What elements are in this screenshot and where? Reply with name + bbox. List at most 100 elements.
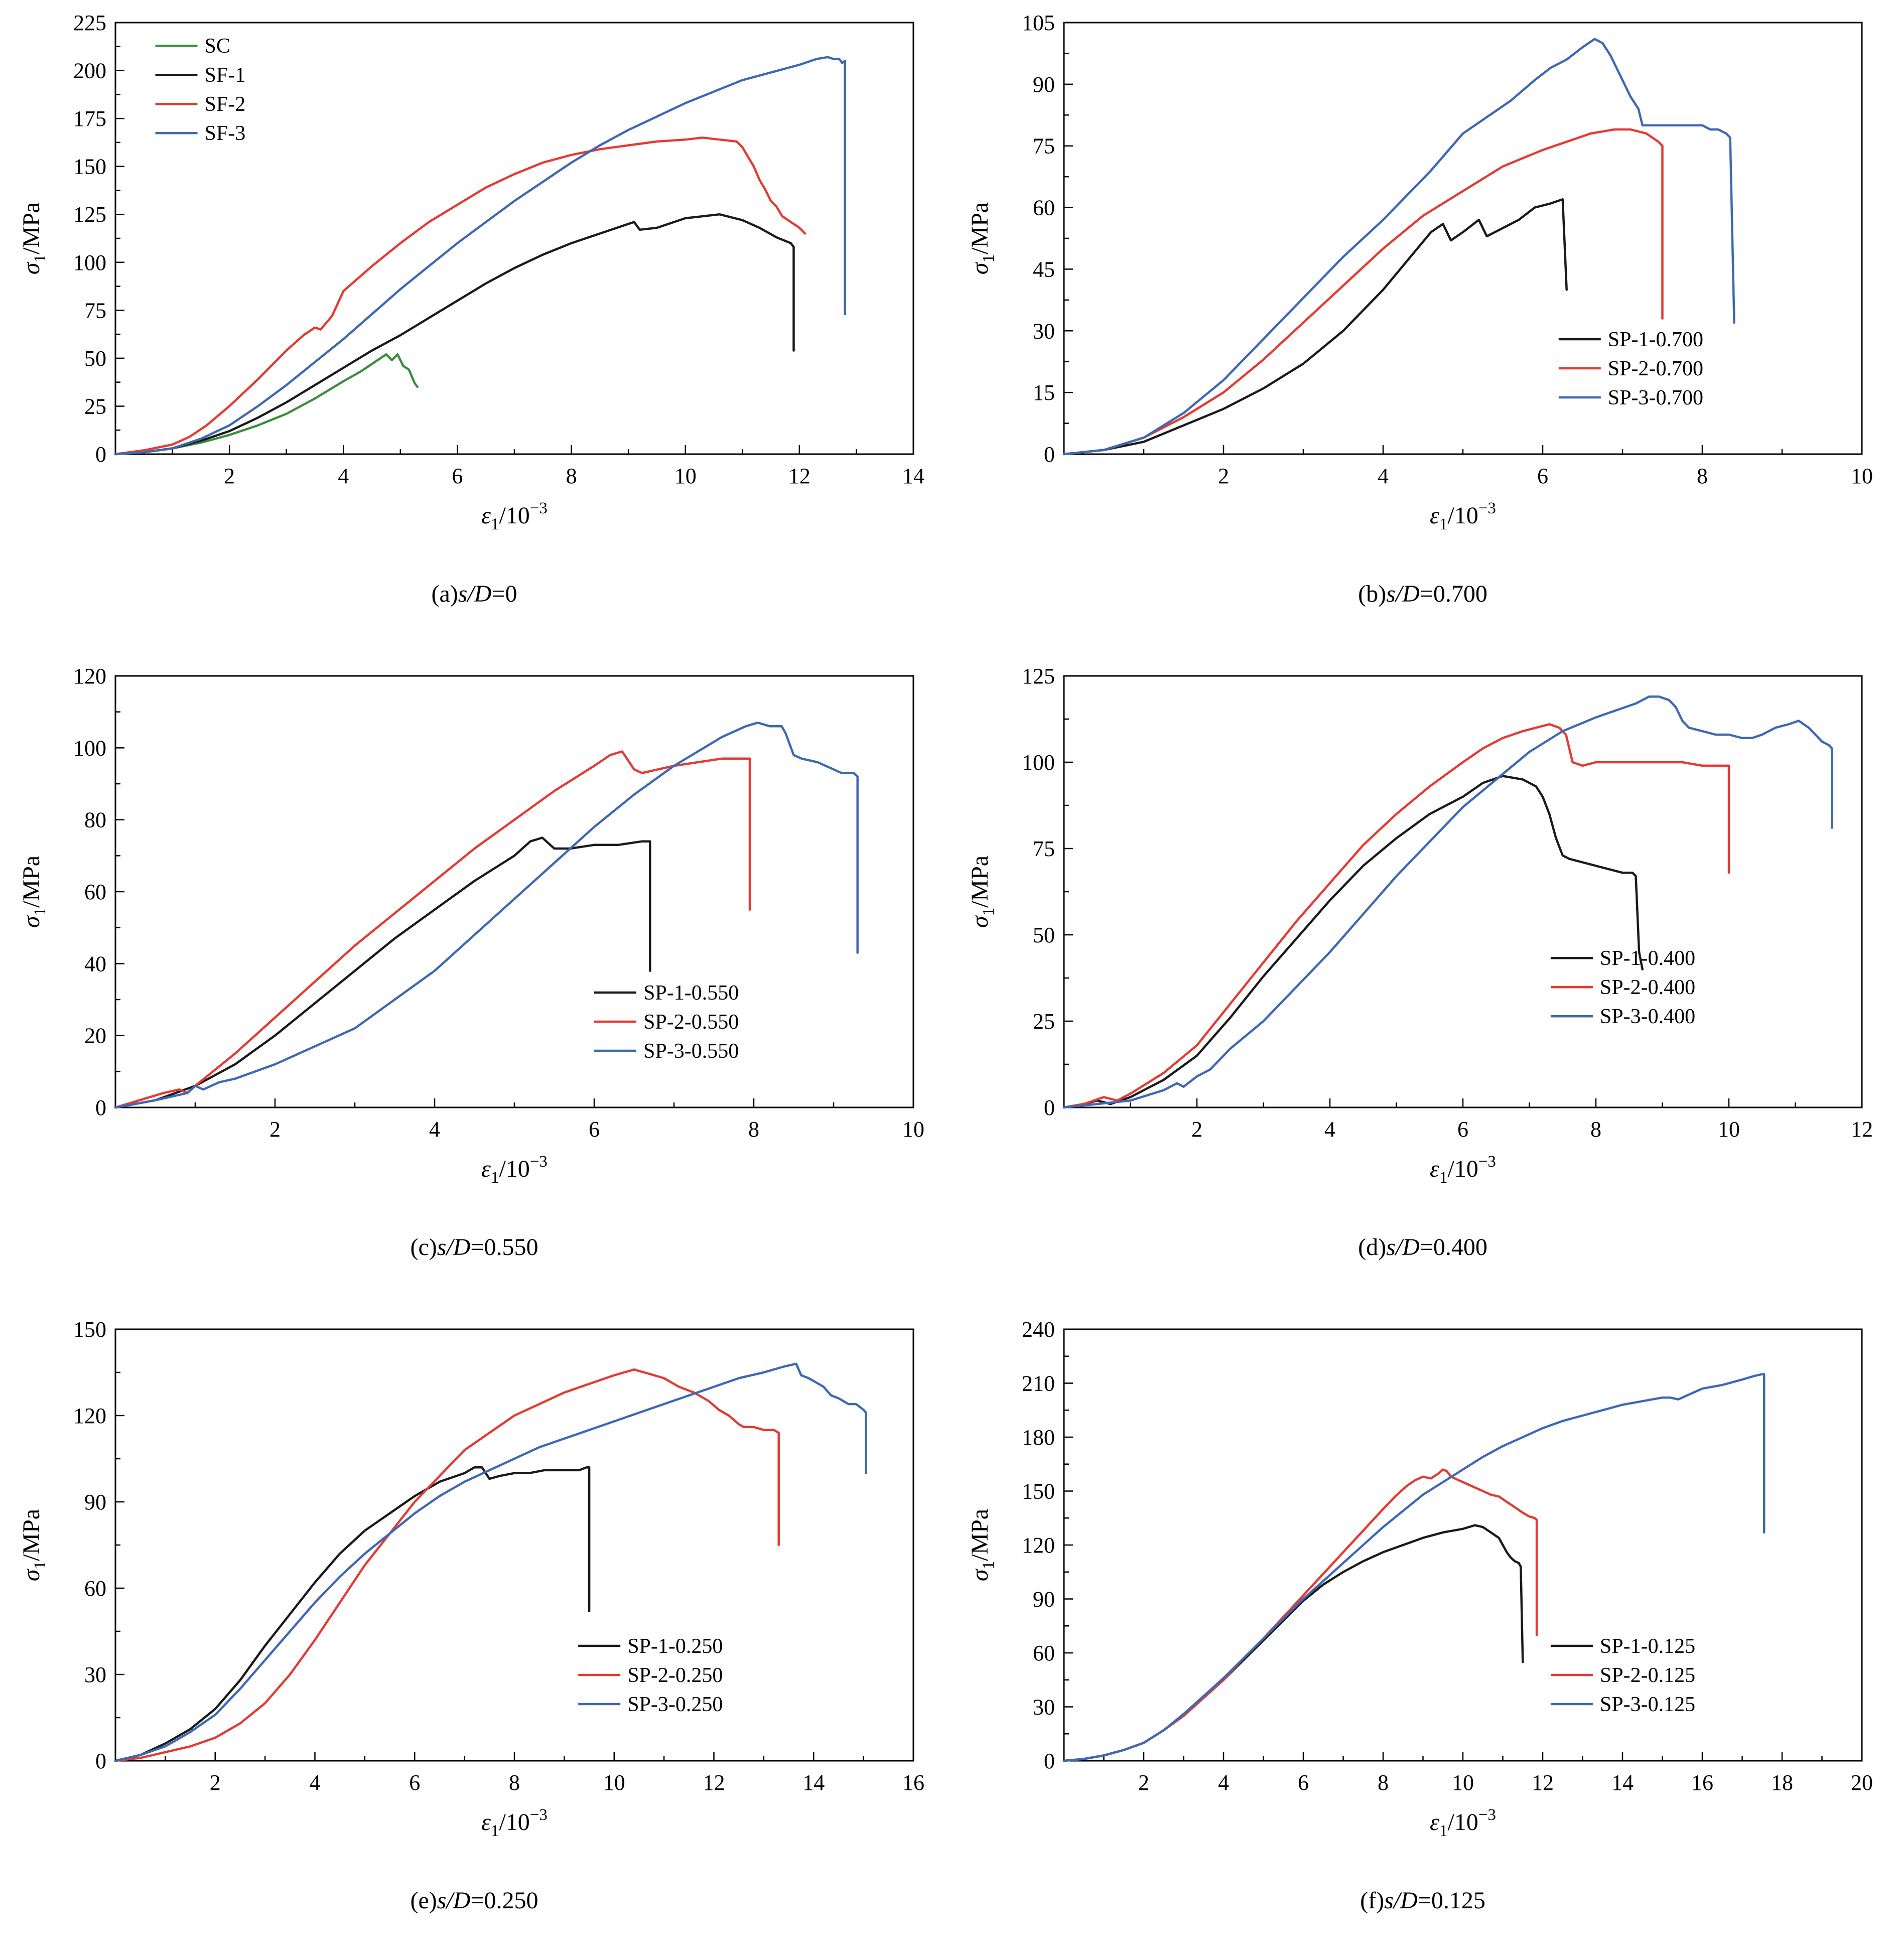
chart-canvas-a: 2 4 6 8 10 12 14 0 25 50 75 100 125 150 175 200 225 ε1/10… <box>0 0 949 577</box>
svg-text:45: 45 <box>1033 257 1055 282</box>
subplot-b: 2 4 6 8 10 0 15 30 45 60 75 90 105 ε1/10−3 σ1/MPa SP-1-… <box>949 0 1897 653</box>
series-group <box>1062 38 1735 456</box>
plot-frame <box>1063 22 1863 455</box>
subplot-d: 2 4 6 8 10 12 0 25 50 75 100 125 ε1/10−3 σ1/MPa SP-1-0… <box>949 653 1897 1307</box>
svg-text:20: 20 <box>1851 1770 1873 1795</box>
legend-label-SP-3-0.125: SP-3-0.125 <box>1600 1693 1695 1716</box>
svg-text:12: 12 <box>788 464 810 488</box>
axis-ticks <box>115 675 914 1108</box>
caption-value: =0.250 <box>470 1887 538 1914</box>
chart-canvas-f: 2 4 6 8 10 12 14 16 18 20 0 30 60 90 120 150 180 210 240 ε1… <box>949 1307 1897 1884</box>
legend: SP-1-0.550 SP-2-0.550 SP-3-0.550 <box>594 982 739 1063</box>
series-group <box>1062 695 1833 1109</box>
legend: SP-1-0.125 SP-2-0.125 SP-3-0.125 <box>1550 1635 1695 1716</box>
svg-text:12: 12 <box>703 1770 725 1795</box>
svg-text:4: 4 <box>1378 464 1389 488</box>
plot-frame <box>1063 1328 1863 1762</box>
legend-label-SF-2: SF-2 <box>205 93 246 116</box>
svg-text:120: 120 <box>1022 1533 1055 1558</box>
svg-text:0: 0 <box>1044 442 1055 467</box>
svg-text:30: 30 <box>1033 1695 1055 1720</box>
series-line-SF-3 <box>114 56 846 456</box>
svg-text:14: 14 <box>902 464 924 488</box>
series-line-SP-1-0.400 <box>1062 775 1644 1109</box>
svg-text:2: 2 <box>1138 1770 1149 1795</box>
chart-svg-e: 2 4 6 8 10 12 14 16 0 30 60 90 120 150 ε1/10−3 σ1/MPa SP… <box>18 1317 924 1840</box>
svg-text:105: 105 <box>1022 11 1055 35</box>
legend-label-SP-1-0.550: SP-1-0.550 <box>643 982 739 1005</box>
series-line-SP-3-0.550 <box>114 721 859 1109</box>
svg-text:0: 0 <box>1044 1749 1055 1773</box>
svg-text:25: 25 <box>84 394 106 418</box>
svg-text:2: 2 <box>1191 1117 1202 1142</box>
axis-ticks <box>115 22 914 455</box>
svg-text:120: 120 <box>73 1404 106 1428</box>
x-tick-labels: 2 4 6 8 10 12 14 16 <box>210 1770 924 1795</box>
svg-text:16: 16 <box>902 1770 924 1795</box>
svg-text:12: 12 <box>1532 1770 1554 1795</box>
caption-variable: s/D <box>1384 1887 1418 1914</box>
svg-text:6: 6 <box>452 464 463 488</box>
svg-text:100: 100 <box>73 250 106 275</box>
caption-variable: s/D <box>1386 1234 1420 1261</box>
svg-text:60: 60 <box>84 1576 106 1601</box>
x-tick-labels: 2 4 6 8 10 <box>269 1117 924 1142</box>
subplot-a: 2 4 6 8 10 12 14 0 25 50 75 100 125 150 175 200 225 ε1/10… <box>0 0 949 653</box>
chart-canvas-b: 2 4 6 8 10 0 15 30 45 60 75 90 105 ε1/10−3 σ1/MPa SP-1-… <box>949 0 1897 577</box>
plot-frame <box>1063 675 1863 1108</box>
caption-index: (a) <box>431 581 458 607</box>
series-group <box>114 721 859 1109</box>
svg-text:90: 90 <box>1033 1587 1055 1612</box>
legend-label-SP-3-0.550: SP-3-0.550 <box>643 1040 739 1063</box>
svg-text:10: 10 <box>1452 1770 1474 1795</box>
svg-text:10: 10 <box>674 464 697 488</box>
series-line-SP-3-0.700 <box>1062 38 1735 456</box>
axis-ticks <box>1064 675 1863 1108</box>
svg-text:15: 15 <box>1033 380 1055 405</box>
plot-frame <box>114 22 914 455</box>
x-axis-label: ε1/10−3 <box>481 1806 548 1840</box>
series-line-SP-1-0.700 <box>1062 198 1568 456</box>
svg-text:200: 200 <box>73 59 106 83</box>
svg-text:100: 100 <box>1022 750 1055 775</box>
chart-svg-f: 2 4 6 8 10 12 14 16 18 20 0 30 60 90 120 150 180 210 240 ε1… <box>967 1317 1873 1840</box>
caption-variable: s/D <box>437 1234 471 1261</box>
caption-value: =0.550 <box>470 1234 538 1261</box>
caption-index: (f) <box>1360 1887 1385 1914</box>
svg-text:8: 8 <box>1697 464 1708 488</box>
svg-text:125: 125 <box>1022 664 1055 688</box>
series-line-SP-1-0.250 <box>114 1466 591 1762</box>
svg-text:16: 16 <box>1691 1770 1713 1795</box>
svg-text:6: 6 <box>1457 1117 1468 1142</box>
caption-value: =0.700 <box>1419 581 1487 607</box>
caption-index: (e) <box>410 1887 437 1914</box>
svg-text:125: 125 <box>73 202 106 227</box>
svg-text:14: 14 <box>1611 1770 1634 1795</box>
legend: SC SF-1 SF-2 SF-3 <box>155 35 246 145</box>
svg-text:75: 75 <box>1033 134 1055 159</box>
caption-variable: s/D <box>437 1887 471 1914</box>
legend: SP-1-0.250 SP-2-0.250 SP-3-0.250 <box>578 1635 723 1716</box>
series-group <box>114 1362 867 1762</box>
svg-text:40: 40 <box>84 951 106 976</box>
subplot-caption-e: (e) s/D =0.250 <box>0 1884 949 1954</box>
y-axis-label: σ1/MPa <box>18 1509 49 1581</box>
svg-text:6: 6 <box>1537 464 1548 488</box>
y-tick-labels: 0 30 60 90 120 150 <box>73 1317 106 1773</box>
series-line-SP-3-0.125 <box>1062 1373 1766 1762</box>
svg-text:10: 10 <box>1718 1117 1740 1142</box>
y-axis-label: σ1/MPa <box>18 856 49 928</box>
caption-variable: s/D <box>1386 581 1420 607</box>
svg-text:4: 4 <box>429 1117 440 1142</box>
x-axis-label: ε1/10−3 <box>481 499 548 533</box>
svg-text:6: 6 <box>409 1770 420 1795</box>
svg-text:8: 8 <box>1378 1770 1389 1795</box>
series-line-SP-3-0.400 <box>1062 695 1833 1109</box>
svg-text:8: 8 <box>748 1117 759 1142</box>
svg-text:100: 100 <box>73 736 106 760</box>
series-line-SP-2-0.400 <box>1062 723 1730 1109</box>
legend-label-SP-2-0.550: SP-2-0.550 <box>643 1011 739 1034</box>
y-tick-labels: 0 25 50 75 100 125 <box>1022 664 1055 1120</box>
svg-text:50: 50 <box>84 346 106 371</box>
